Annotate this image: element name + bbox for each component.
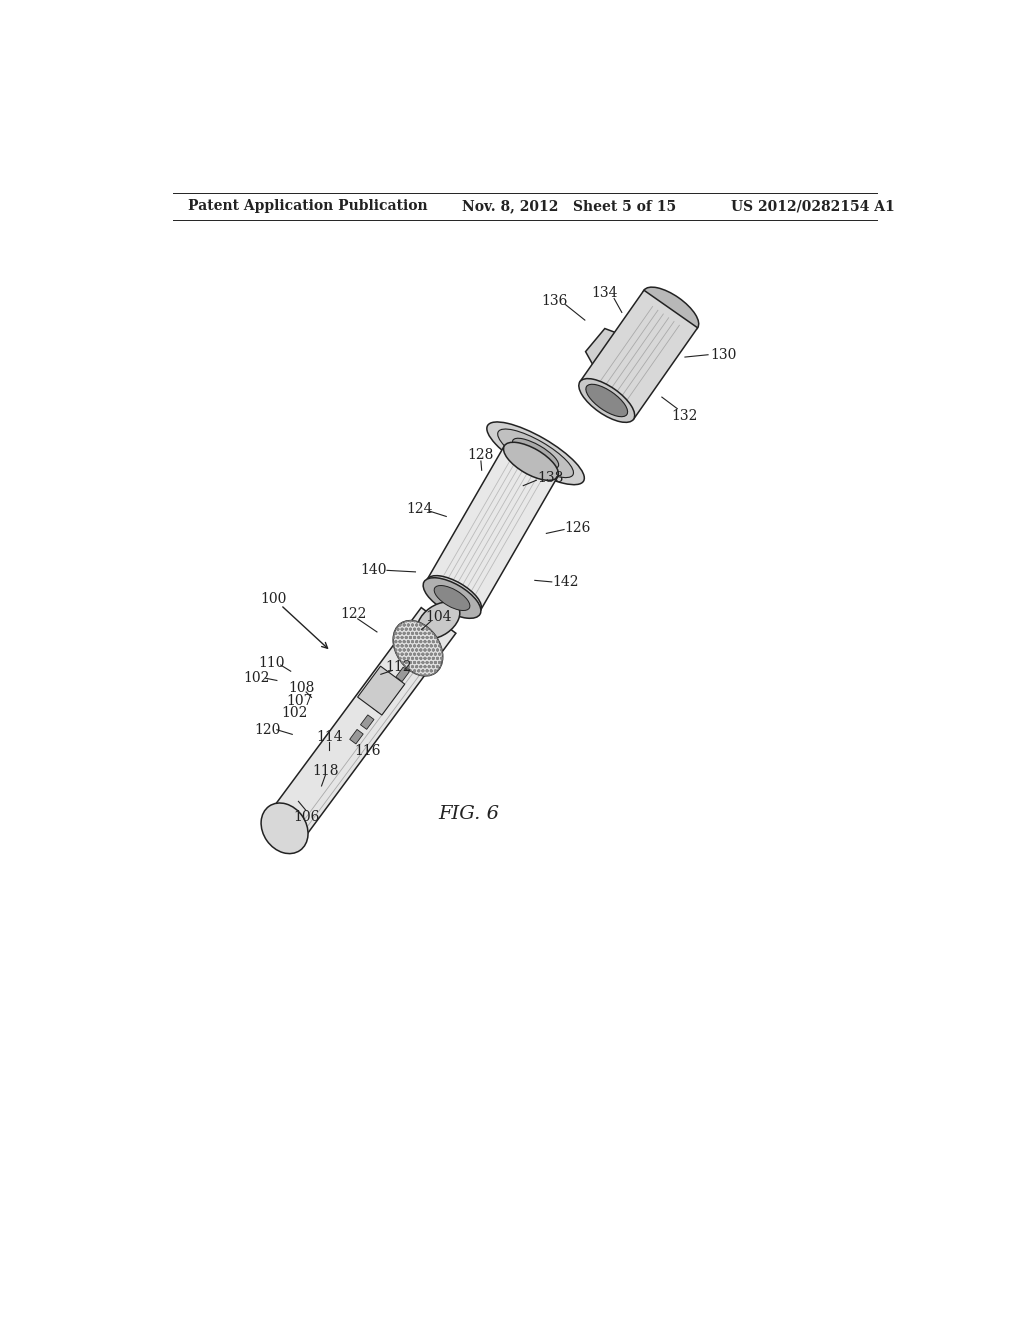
Ellipse shape [418, 602, 460, 639]
Polygon shape [586, 329, 636, 366]
Ellipse shape [643, 288, 698, 331]
Text: 126: 126 [564, 521, 591, 535]
Text: US 2012/0282154 A1: US 2012/0282154 A1 [731, 199, 895, 213]
Ellipse shape [423, 578, 481, 618]
Polygon shape [385, 681, 398, 696]
Text: 132: 132 [672, 409, 698, 424]
Polygon shape [644, 334, 671, 372]
Text: 108: 108 [289, 681, 314, 696]
Text: 114: 114 [316, 730, 343, 744]
Ellipse shape [512, 438, 559, 469]
Text: 128: 128 [468, 447, 495, 462]
Text: 134: 134 [591, 286, 617, 300]
Ellipse shape [434, 586, 470, 611]
Text: 140: 140 [359, 564, 386, 577]
Text: 110: 110 [258, 656, 285, 669]
Ellipse shape [393, 620, 442, 676]
Ellipse shape [586, 384, 628, 417]
Text: 107: 107 [287, 694, 313, 709]
Text: 138: 138 [537, 471, 563, 484]
Ellipse shape [261, 803, 308, 854]
Ellipse shape [498, 429, 573, 478]
Text: 122: 122 [341, 607, 367, 622]
Polygon shape [373, 698, 386, 713]
Polygon shape [350, 730, 364, 744]
Polygon shape [267, 607, 456, 841]
Polygon shape [396, 667, 410, 681]
Text: 130: 130 [711, 347, 736, 362]
Text: 142: 142 [552, 576, 579, 589]
Text: 102: 102 [282, 706, 308, 719]
Text: 100: 100 [260, 591, 286, 606]
Ellipse shape [486, 422, 585, 484]
Ellipse shape [504, 442, 558, 480]
Polygon shape [580, 290, 697, 420]
Polygon shape [357, 667, 404, 715]
Text: Nov. 8, 2012   Sheet 5 of 15: Nov. 8, 2012 Sheet 5 of 15 [462, 199, 676, 213]
Ellipse shape [579, 379, 635, 422]
Text: 116: 116 [354, 744, 381, 758]
Ellipse shape [427, 576, 481, 614]
Text: 106: 106 [293, 809, 319, 824]
Text: 118: 118 [312, 763, 339, 777]
Text: 136: 136 [541, 294, 567, 308]
Text: 112: 112 [385, 660, 412, 673]
Text: 104: 104 [425, 610, 452, 623]
Polygon shape [427, 446, 558, 610]
Text: 120: 120 [254, 723, 281, 737]
Text: FIG. 6: FIG. 6 [438, 805, 500, 824]
Polygon shape [360, 715, 374, 730]
Text: 102: 102 [243, 671, 269, 685]
Text: 124: 124 [407, 502, 432, 516]
Text: Patent Application Publication: Patent Application Publication [188, 199, 428, 213]
